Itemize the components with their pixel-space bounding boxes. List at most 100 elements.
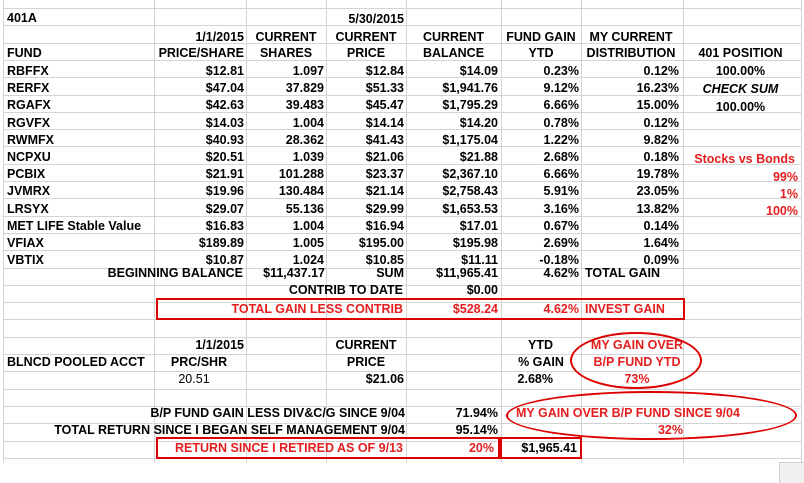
header-fund: FUND: [7, 46, 42, 60]
fund-current-price: $51.33: [365, 81, 404, 95]
header-price: PRICE: [346, 46, 386, 60]
fund-name: RGVFX: [7, 116, 51, 130]
total-gain-label: TOTAL GAIN: [585, 266, 660, 280]
fund-shares: 1.024: [292, 253, 324, 267]
fund-name: RERFX: [7, 81, 50, 95]
fund-name: MET LIFE Stable Value: [7, 219, 142, 233]
fund-current-price: $10.85: [365, 253, 404, 267]
pooled-price-label: PRICE: [346, 355, 386, 369]
retired-pct: 20%: [468, 441, 494, 455]
sum-gain-pct: 4.62%: [543, 266, 579, 280]
header-date-1: 1/1/2015: [195, 30, 244, 44]
header-my-current: MY CURRENT: [589, 30, 673, 44]
fund-shares: 101.288: [278, 167, 324, 181]
contrib-value: $0.00: [466, 283, 498, 297]
fund-name: RBFFX: [7, 64, 49, 78]
sum-value: $11,965.41: [436, 266, 498, 280]
horizontal-scrollbar[interactable]: [0, 463, 780, 483]
fund-start-price: $189.89: [198, 236, 244, 250]
position-value-2: 100.00%: [715, 100, 766, 114]
fund-start-price: $20.51: [205, 150, 244, 164]
fund-current-price: $45.47: [365, 98, 404, 112]
fund-start-price: $29.07: [205, 202, 244, 216]
fund-current-price: $195.00: [358, 236, 404, 250]
fund-name: JVMRX: [7, 184, 51, 198]
fund-start-price: $10.87: [205, 253, 244, 267]
gain-less-contrib-value: $528.24: [452, 302, 498, 316]
pooled-current: CURRENT: [335, 338, 397, 352]
header-shares: SHARES: [259, 46, 313, 60]
header-fund-gain: FUND GAIN: [506, 30, 576, 44]
beginning-balance-label: BEGINNING BALANCE: [107, 266, 243, 280]
fund-distribution: 9.82%: [643, 133, 679, 147]
fund-name: PCBIX: [7, 167, 46, 181]
fund-balance: $14.20: [459, 116, 498, 130]
total-gain-highlight-box: [156, 298, 685, 320]
pooled-date: 1/1/2015: [195, 338, 244, 352]
fund-start-price: $14.03: [205, 116, 244, 130]
header-distribution: DISTRIBUTION: [586, 46, 676, 60]
fund-name: RGAFX: [7, 98, 51, 112]
fund-name: NCPXU: [7, 150, 51, 164]
fund-gain: 0.78%: [543, 116, 579, 130]
fund-start-price: $21.91: [205, 167, 244, 181]
fund-balance: $14.09: [459, 64, 498, 78]
fund-balance: $2,367.10: [442, 167, 498, 181]
fund-start-price: $12.81: [205, 64, 244, 78]
fund-balance: $1,941.76: [442, 81, 498, 95]
fund-distribution: 16.23%: [636, 81, 679, 95]
header-current-2: CURRENT: [422, 30, 485, 44]
fund-name: VFIAX: [7, 236, 44, 250]
total-pct: 100%: [766, 204, 798, 218]
fund-balance: $11.11: [461, 253, 498, 267]
fund-current-price: $21.14: [365, 184, 404, 198]
fund-gain: 0.23%: [543, 64, 579, 78]
total-return-label: TOTAL RETURN SINCE I BEGAN SELF MANAGEME…: [54, 423, 405, 437]
fund-current-price: $41.43: [365, 133, 404, 147]
pooled-price-value: $21.06: [365, 372, 404, 386]
retired-label: RETURN SINCE I RETIRED AS OF 9/13: [174, 441, 403, 455]
fund-shares: 1.004: [292, 116, 324, 130]
fund-balance: $1,653.53: [442, 202, 498, 216]
header-ytd: YTD: [528, 46, 554, 60]
fund-current-price: $29.99: [365, 202, 404, 216]
retired-value-box: [500, 437, 582, 459]
position-value-1: 100.00%: [715, 64, 766, 78]
fund-distribution: 0.12%: [643, 64, 679, 78]
sheet-title: 401A: [7, 11, 37, 25]
fund-start-price: $42.63: [205, 98, 244, 112]
fund-shares: 28.362: [285, 133, 324, 147]
fund-shares: 39.483: [285, 98, 324, 112]
fund-start-price: $19.96: [205, 184, 244, 198]
fund-balance: $2,758.43: [442, 184, 498, 198]
fund-name: RWMFX: [7, 133, 54, 147]
fund-gain: 2.68%: [543, 150, 579, 164]
scroll-corner: [779, 462, 804, 483]
fund-distribution: 15.00%: [636, 98, 679, 112]
gain-less-contrib-label: TOTAL GAIN LESS CONTRIB: [231, 302, 403, 316]
fund-gain: -0.18%: [539, 253, 579, 267]
fund-distribution: 0.12%: [643, 116, 679, 130]
pooled-gain-value: 2.68%: [517, 372, 553, 386]
spreadsheet[interactable]: 401A 1/1/2015 CURRENT 5/30/2015 CURRENT …: [3, 0, 802, 463]
gain-since-circle: [506, 391, 797, 440]
header-date-2: 5/30/2015: [348, 12, 404, 26]
invest-gain-label: INVEST GAIN: [585, 302, 665, 316]
fund-gain: 2.69%: [543, 236, 579, 250]
fund-shares: 55.136: [285, 202, 324, 216]
fund-shares: 1.039: [292, 150, 324, 164]
fund-distribution: 0.14%: [643, 219, 679, 233]
fund-gain: 6.66%: [543, 167, 579, 181]
stocks-pct: 99%: [772, 170, 798, 184]
fund-gain: 5.91%: [543, 184, 579, 198]
fund-distribution: 0.18%: [643, 150, 679, 164]
invest-gain-pct: 4.62%: [543, 302, 579, 316]
fund-balance: $1,175.04: [442, 133, 498, 147]
retired-highlight-box: [156, 437, 500, 459]
fund-shares: 1.097: [292, 64, 324, 78]
beginning-balance-value: $11,437.17: [263, 266, 325, 280]
fund-current-price: $16.94: [365, 219, 404, 233]
pooled-ytd: YTD: [528, 338, 553, 352]
fund-gain: 6.66%: [543, 98, 579, 112]
gain-over-bp-circle: [570, 332, 702, 389]
